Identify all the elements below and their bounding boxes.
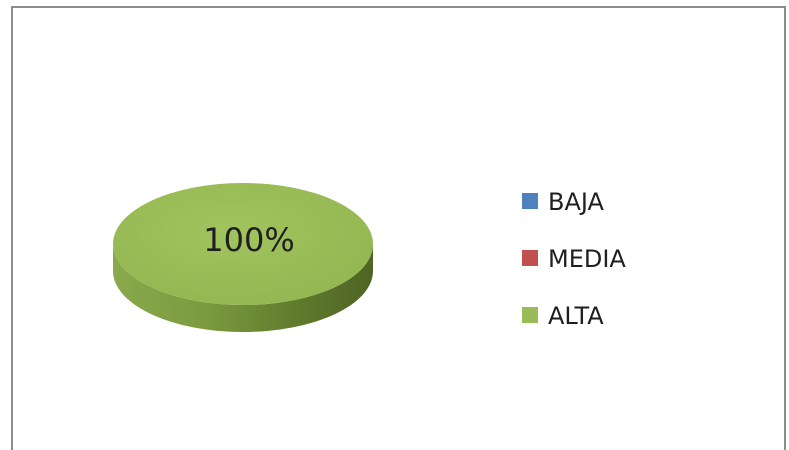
pie-group: 100% — [113, 183, 373, 332]
legend-label-baja: BAJA — [548, 188, 605, 216]
pie-slice-side-alta — [113, 244, 373, 332]
legend-swatch-baja — [522, 193, 538, 209]
legend: BAJA MEDIA ALTA — [522, 188, 626, 330]
pie-slice-alta — [113, 183, 373, 305]
legend-label-media: MEDIA — [548, 245, 626, 273]
legend-swatch-alta — [522, 307, 538, 323]
legend-label-alta: ALTA — [548, 302, 604, 330]
legend-swatch-media — [522, 250, 538, 266]
data-label-alta: 100% — [203, 221, 294, 259]
